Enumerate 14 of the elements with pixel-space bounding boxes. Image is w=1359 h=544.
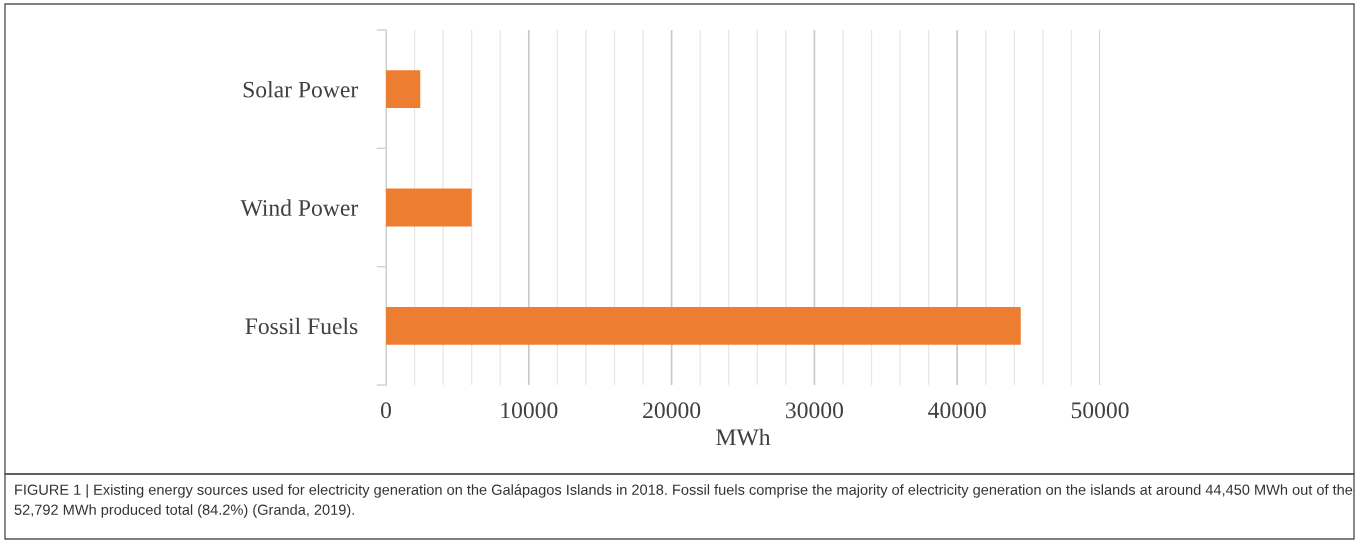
x-tick-label: 20000	[643, 402, 701, 419]
bar	[386, 306, 1021, 345]
y-tick-label: Fossil Fuels	[245, 317, 358, 335]
x-tick-label: 10000	[501, 402, 558, 419]
y-tick-label: Wind Power	[240, 199, 359, 217]
x-tick-label: 40000	[928, 402, 986, 419]
caption: FIGURE 1 | Existing energy sources used for electricity generation on the Galápagos Islands in 2018. Fossil fuels comprise the majority of electricity generation on the islands at around 44,450 MWh out of the 52,792 MWh produced total (84.2%) (Granda, 2019).	[14, 484, 1353, 518]
x-tick-label: 50000	[1071, 402, 1129, 419]
bar	[386, 188, 472, 227]
x-axis-title: MWh	[716, 428, 771, 446]
bar	[386, 70, 421, 109]
y-tick-label: Solar Power	[243, 80, 359, 98]
x-tick-label: 0	[381, 402, 391, 419]
x-tick-label: 30000	[786, 402, 844, 419]
